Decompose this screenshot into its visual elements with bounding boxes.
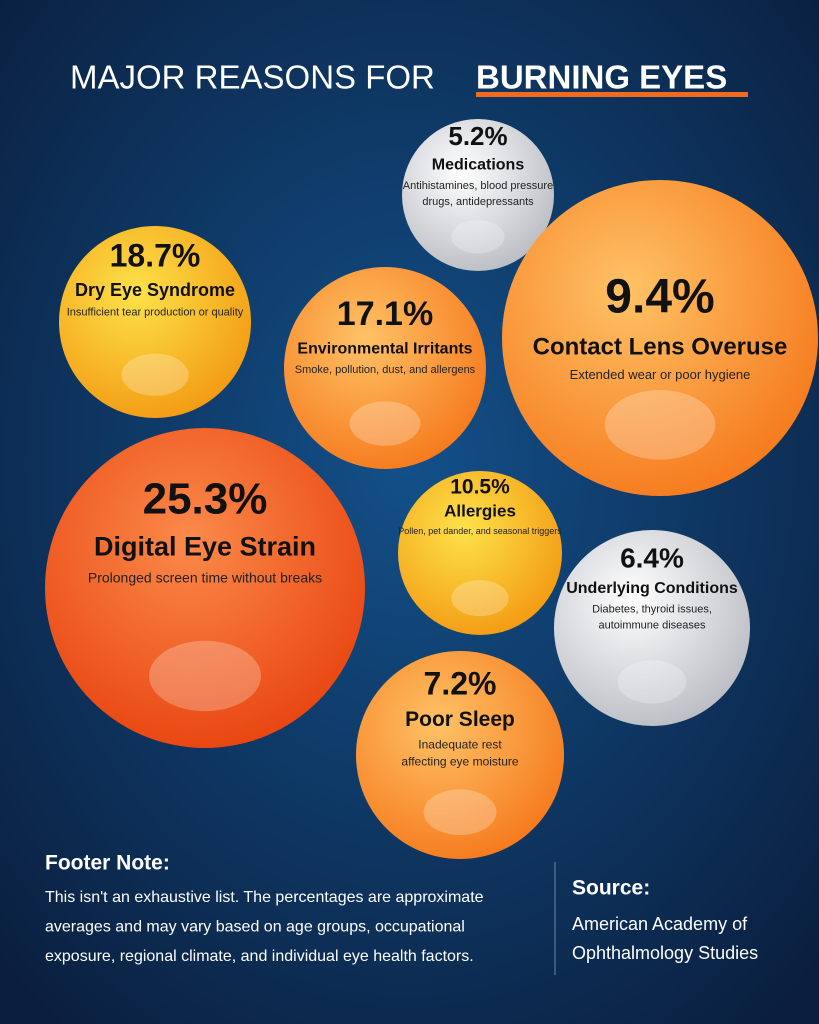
bubbles: 5.2% Medications Antihistamines, blood pre…: [45, 119, 818, 859]
title-bold: BURNING EYES: [476, 59, 727, 96]
bubble: 17.1% Environmental Irritants Smoke, pollu…: [284, 267, 486, 469]
illustration: [451, 220, 505, 254]
bubble-title: Contact Lens Overuse: [533, 333, 788, 360]
footer-heading: Footer Note:: [45, 852, 170, 875]
illustration: [349, 401, 421, 446]
bubble-title: Dry Eye Syndrome: [75, 280, 235, 300]
bubble-circle: [398, 471, 562, 635]
bubble-circle: [59, 226, 251, 418]
illustration: [423, 789, 497, 836]
bubble-title: Environmental Irritants: [297, 341, 472, 358]
bubble-title: Poor Sleep: [405, 708, 515, 731]
footer-line: This isn't an exhaustive list. The perce…: [45, 889, 484, 906]
bubble: 10.5% Allergies Pollen, pet dander, and se…: [398, 471, 562, 635]
bubble: 18.7% Dry Eye Syndrome Insufficient tear p…: [59, 226, 251, 418]
bubble: 9.4% Contact Lens Overuse Extended wear or…: [502, 180, 818, 496]
bubble: 25.3% Digital Eye Strain Prolonged screen …: [45, 428, 365, 748]
bubble: 7.2% Poor Sleep Inadequate rest affecting e…: [356, 651, 564, 859]
bubble-percent: 6.4%: [620, 542, 684, 573]
bubble-percent: 7.2%: [424, 665, 497, 701]
bubble-title: Digital Eye Strain: [94, 532, 316, 562]
illustration: [149, 640, 261, 712]
bubble: 6.4% Underlying Conditions Diabetes, thyro…: [554, 530, 750, 726]
bubble-description: Inadequate rest: [418, 737, 502, 751]
bubble-circle: [402, 119, 554, 271]
bubble-title: Allergies: [444, 502, 516, 521]
bubble-circle: [554, 530, 750, 726]
title-underline: [476, 92, 748, 97]
bubble-percent: 18.7%: [110, 237, 201, 273]
bubble-percent: 5.2%: [448, 121, 507, 151]
bubble-percent: 10.5%: [450, 476, 510, 499]
source-text: American Academy of Ophthalmology Studies: [572, 914, 758, 963]
illustration: [617, 660, 687, 704]
bubble-percent: 25.3%: [143, 475, 268, 524]
bubble-description: Antihistamines, blood pressure: [403, 180, 553, 192]
source-heading: Source:: [572, 877, 650, 900]
title: MAJOR REASONS FOR: [70, 59, 435, 96]
source-line: Ophthalmology Studies: [572, 943, 758, 963]
bubble-description: Diabetes, thyroid issues,: [592, 604, 712, 616]
bubble: 5.2% Medications Antihistamines, blood pre…: [402, 119, 554, 271]
bubble-description: Prolonged screen time without breaks: [88, 569, 322, 585]
bubble-description: Pollen, pet dander, and seasonal trigger…: [398, 526, 562, 536]
illustration: [121, 353, 189, 396]
bubble-description: autoimmune diseases: [598, 620, 706, 632]
bubble-description: drugs, antidepressants: [422, 196, 534, 208]
bubble-circle: [284, 267, 486, 469]
bubble-circle: [502, 180, 818, 496]
illustration: [451, 580, 509, 617]
bubble-circle: [356, 651, 564, 859]
bubble-title: Underlying Conditions: [566, 580, 738, 597]
footer-line: exposure, regional climate, and individu…: [45, 948, 474, 965]
bubble-circle: [45, 428, 365, 748]
bubble-description: Extended wear or poor hygiene: [570, 367, 751, 382]
bubble-description: affecting eye moisture: [401, 754, 519, 768]
footer-text: This isn't an exhaustive list. The perce…: [45, 889, 484, 965]
illustration: [604, 390, 716, 460]
footer-line: averages and may vary based on age group…: [45, 919, 465, 936]
bubble-percent: 17.1%: [337, 295, 433, 333]
bubble-title: Medications: [432, 157, 525, 174]
bubble-description: Smoke, pollution, dust, and allergens: [295, 364, 476, 376]
bubble-percent: 9.4%: [605, 271, 714, 324]
source-line: American Academy of: [572, 914, 748, 934]
bubble-description: Insufficient tear production or quality: [67, 307, 244, 319]
